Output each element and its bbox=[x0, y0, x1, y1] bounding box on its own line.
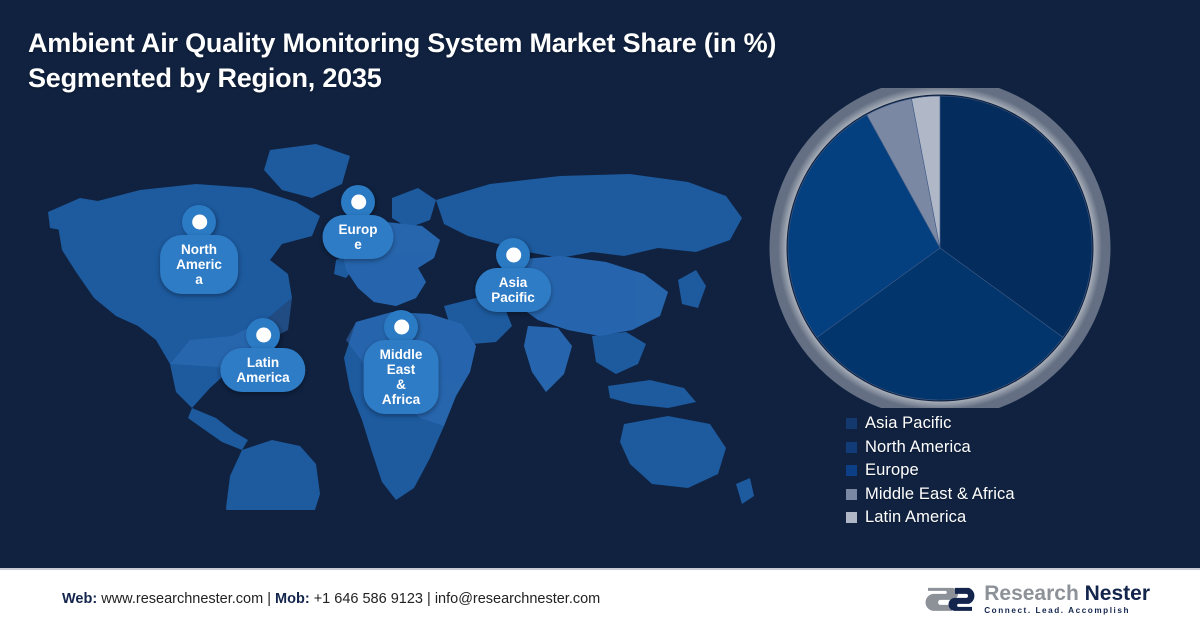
logo-mark-icon bbox=[925, 587, 975, 611]
footer-web-label: Web: bbox=[62, 591, 98, 607]
world-map-panel: North Americ a Europ e Asia Pacific Latin A… bbox=[20, 140, 760, 510]
legend-item-middle-east-africa[interactable]: Middle East & Africa bbox=[846, 483, 1015, 507]
legend-item-latin-america[interactable]: Latin America bbox=[846, 506, 1015, 530]
legend-item-asia-pacific[interactable]: Asia Pacific bbox=[846, 412, 1015, 436]
footer-separator-2: | bbox=[427, 591, 431, 607]
map-marker-label: Europ e bbox=[322, 215, 394, 260]
page-title: Ambient Air Quality Monitoring System Ma… bbox=[28, 26, 928, 95]
legend-swatch-icon bbox=[846, 488, 857, 500]
world-map-icon bbox=[48, 144, 754, 510]
footer-bar: Web: www.researchnester.com | Mob: +1 64… bbox=[0, 568, 1200, 628]
map-marker-label: Middle East & Africa bbox=[363, 340, 439, 415]
pie-slice-asia-pacific[interactable] bbox=[939, 95, 1093, 338]
research-nester-logo[interactable]: Research Nester Connect. Lead. Accomplis… bbox=[925, 583, 1150, 615]
pie-slice-north-america[interactable] bbox=[816, 247, 1064, 401]
legend-label: Asia Pacific bbox=[865, 414, 952, 433]
legend-label: Middle East & Africa bbox=[865, 484, 1015, 503]
pie-chart bbox=[769, 88, 1111, 408]
logo-name: Research Nester bbox=[984, 583, 1150, 604]
legend-swatch-icon bbox=[846, 418, 857, 430]
chart-legend: Asia Pacific North America Europe Middle Ea… bbox=[846, 412, 1015, 530]
legend-item-europe[interactable]: Europe bbox=[846, 459, 1015, 483]
logo-name-part1: Research bbox=[984, 581, 1079, 605]
pie-chart-panel bbox=[760, 88, 1120, 408]
legend-label: Latin America bbox=[865, 508, 967, 527]
legend-label: North America bbox=[865, 437, 971, 456]
footer-web-value[interactable]: www.researchnester.com bbox=[101, 591, 264, 607]
footer-mob-value[interactable]: +1 646 586 9123 bbox=[313, 591, 423, 607]
logo-tagline: Connect. Lead. Accomplish bbox=[984, 605, 1131, 615]
legend-swatch-icon bbox=[846, 441, 857, 453]
pie-slice-europe[interactable] bbox=[787, 114, 941, 338]
legend-swatch-icon bbox=[846, 512, 857, 524]
map-marker-label: North Americ a bbox=[160, 235, 238, 295]
pie-slice-group bbox=[787, 95, 1093, 401]
page-title-line-1: Ambient Air Quality Monitoring System Ma… bbox=[28, 28, 777, 58]
footer-email[interactable]: info@researchnester.com bbox=[434, 591, 601, 607]
logo-wordmark: Research Nester Connect. Lead. Accomplis… bbox=[984, 583, 1150, 615]
logo-name-part2: Nester bbox=[1084, 581, 1150, 605]
pie-slice-latin-america[interactable] bbox=[911, 95, 941, 249]
pie-outer-ring bbox=[769, 88, 1111, 408]
legend-item-north-america[interactable]: North America bbox=[846, 436, 1015, 460]
footer-separator-1: | bbox=[267, 591, 272, 607]
footer-mob-label: Mob: bbox=[275, 591, 310, 607]
legend-label: Europe bbox=[865, 461, 919, 480]
page-title-line-2: Segmented by Region, 2035 bbox=[28, 62, 382, 93]
map-marker-label: Latin America bbox=[220, 348, 306, 393]
map-marker-label: Asia Pacific bbox=[475, 268, 551, 313]
footer-contact-line: Web: www.researchnester.com | Mob: +1 64… bbox=[62, 591, 600, 607]
legend-swatch-icon bbox=[846, 465, 857, 477]
